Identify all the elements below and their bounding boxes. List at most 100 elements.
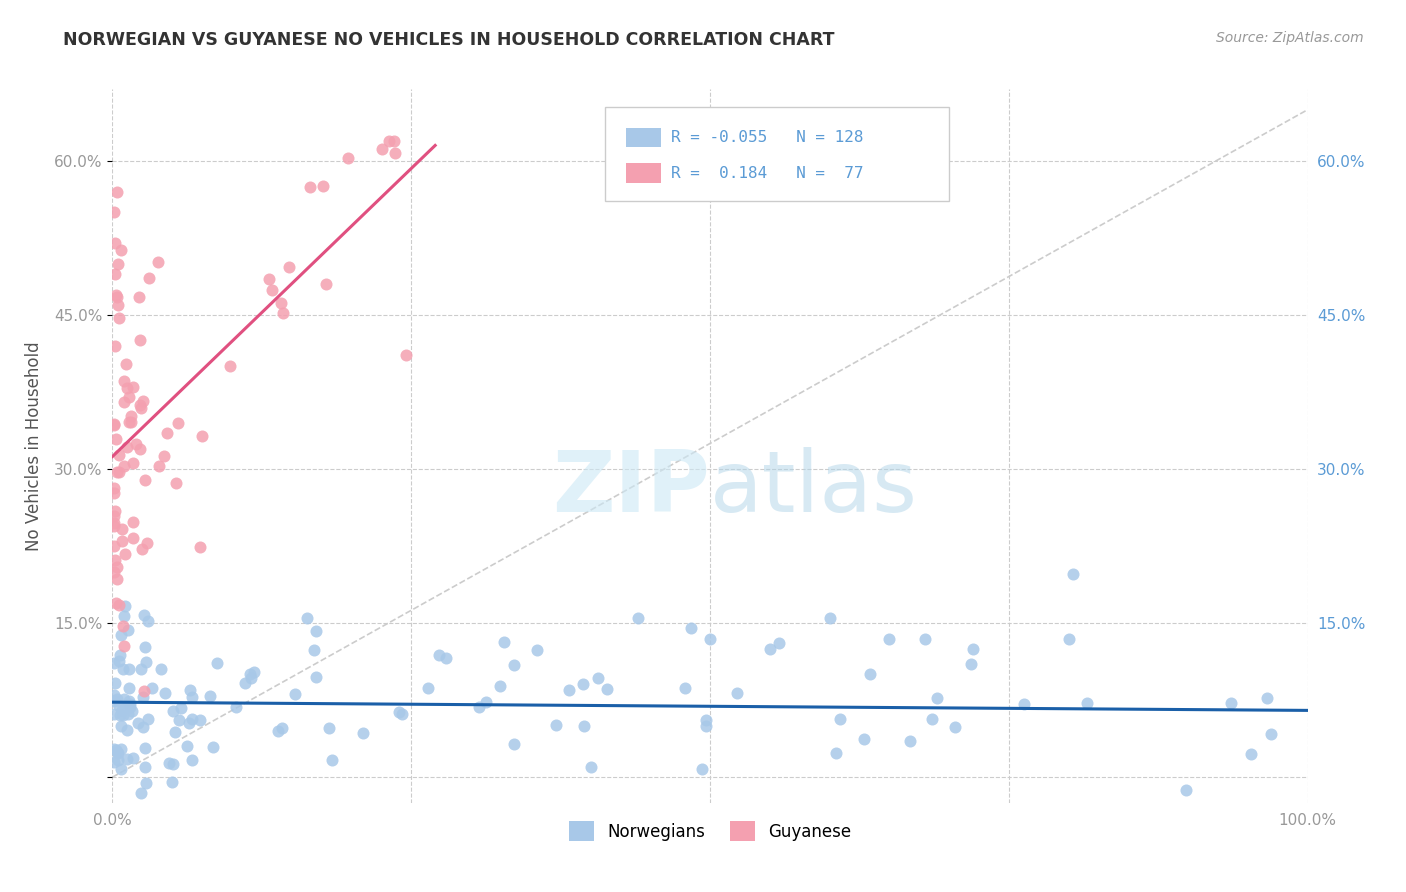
Point bbox=[108, 598, 131, 612]
Point bbox=[572, 677, 595, 691]
Point bbox=[759, 641, 782, 656]
Text: R =  0.184   N =  77: R = 0.184 N = 77 bbox=[671, 166, 863, 180]
Point bbox=[146, 255, 169, 269]
Point bbox=[118, 390, 141, 404]
Point bbox=[1012, 697, 1035, 711]
Point bbox=[135, 655, 157, 669]
Point bbox=[104, 236, 127, 251]
Point bbox=[377, 134, 399, 148]
Point bbox=[191, 429, 214, 443]
Point bbox=[960, 657, 983, 671]
Point bbox=[103, 516, 125, 531]
Point bbox=[103, 519, 125, 533]
Point bbox=[156, 426, 179, 441]
Point bbox=[112, 619, 135, 633]
Point bbox=[921, 712, 943, 726]
Point bbox=[588, 671, 610, 685]
Point bbox=[581, 760, 603, 774]
Point bbox=[114, 599, 136, 613]
Point bbox=[150, 662, 173, 676]
Point bbox=[117, 624, 139, 638]
Point bbox=[110, 628, 132, 642]
Point bbox=[240, 671, 263, 685]
Point bbox=[105, 745, 128, 759]
Point bbox=[434, 650, 457, 665]
Point bbox=[503, 658, 526, 673]
Point bbox=[169, 713, 191, 727]
Point bbox=[305, 670, 328, 684]
Text: atlas: atlas bbox=[710, 447, 918, 531]
Point bbox=[103, 481, 125, 495]
Point bbox=[103, 205, 125, 219]
Point bbox=[103, 418, 125, 433]
Point bbox=[141, 681, 163, 695]
Point bbox=[627, 611, 650, 625]
Point bbox=[489, 679, 512, 693]
Point bbox=[267, 724, 290, 739]
Point bbox=[695, 719, 717, 733]
Point bbox=[110, 763, 132, 777]
Point bbox=[111, 662, 134, 676]
Point bbox=[315, 277, 337, 292]
Point bbox=[558, 683, 581, 698]
Point bbox=[270, 295, 292, 310]
Point bbox=[572, 719, 595, 733]
Point bbox=[305, 624, 328, 638]
Point bbox=[157, 756, 180, 770]
Point bbox=[312, 179, 335, 194]
Point bbox=[111, 534, 134, 549]
Point bbox=[107, 310, 129, 325]
Point bbox=[1240, 747, 1263, 761]
Point bbox=[103, 693, 125, 707]
Text: R = -0.055   N = 128: R = -0.055 N = 128 bbox=[671, 130, 863, 145]
Point bbox=[103, 755, 125, 769]
Text: ZIP: ZIP bbox=[553, 447, 710, 531]
Point bbox=[120, 697, 142, 711]
Point bbox=[108, 648, 131, 663]
Point bbox=[122, 515, 145, 529]
Point bbox=[121, 751, 143, 765]
Point bbox=[859, 667, 882, 681]
Point bbox=[132, 720, 155, 734]
Point bbox=[162, 757, 184, 772]
Point bbox=[165, 725, 187, 739]
Point bbox=[103, 688, 125, 702]
Point bbox=[121, 704, 143, 718]
Point bbox=[136, 614, 159, 628]
Point bbox=[295, 611, 318, 625]
Point bbox=[107, 298, 129, 312]
Point bbox=[914, 632, 936, 646]
Point bbox=[129, 442, 152, 457]
Point bbox=[679, 621, 702, 635]
Point bbox=[830, 712, 852, 726]
Point bbox=[188, 714, 211, 728]
Point bbox=[107, 466, 129, 480]
Point bbox=[108, 698, 131, 713]
Point bbox=[127, 715, 149, 730]
Point bbox=[898, 734, 921, 748]
Point bbox=[418, 681, 440, 696]
Point bbox=[391, 706, 413, 721]
Point bbox=[122, 531, 145, 545]
Point bbox=[502, 737, 524, 751]
Point bbox=[278, 260, 301, 275]
Point bbox=[162, 704, 184, 718]
Point bbox=[427, 648, 450, 662]
Point bbox=[494, 635, 516, 649]
Point bbox=[318, 721, 340, 735]
Point bbox=[128, 333, 150, 347]
Point bbox=[105, 560, 128, 574]
Point bbox=[690, 762, 713, 776]
Point bbox=[107, 753, 129, 767]
Point bbox=[180, 753, 202, 767]
Point bbox=[104, 338, 127, 352]
Point bbox=[260, 283, 283, 297]
Point bbox=[105, 290, 128, 304]
Point bbox=[108, 448, 131, 462]
Point bbox=[117, 723, 139, 737]
Point bbox=[118, 699, 141, 714]
Point bbox=[112, 395, 135, 409]
Point bbox=[104, 675, 127, 690]
Point bbox=[105, 743, 128, 757]
Point bbox=[107, 747, 129, 761]
